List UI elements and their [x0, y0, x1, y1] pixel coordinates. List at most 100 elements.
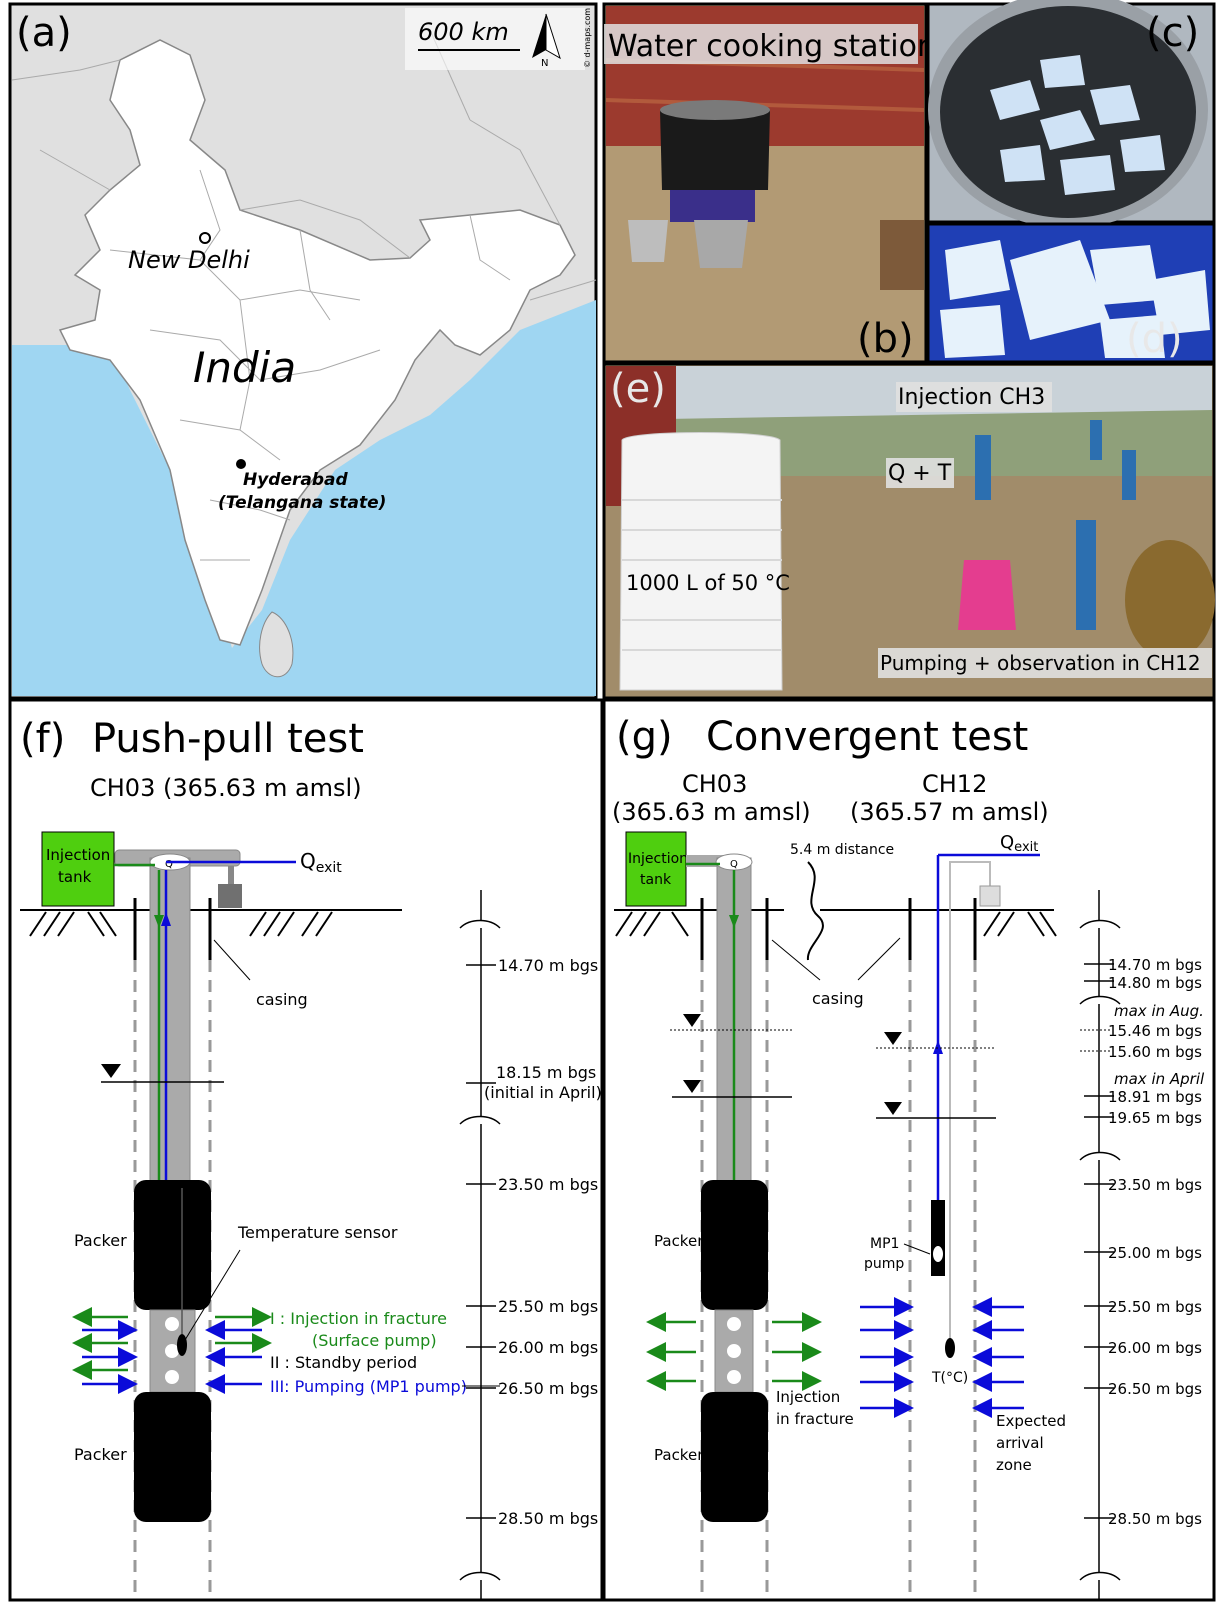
temperature-probe-icon: [945, 1338, 955, 1358]
depth-f-1: 18.15 m bgs: [496, 1063, 596, 1082]
depth-g-13: 28.50 m bgs: [1108, 1510, 1202, 1528]
depth-g-12: 26.50 m bgs: [1108, 1380, 1202, 1398]
map-credit: © d-maps.com: [583, 8, 592, 68]
panel-e-qt: Q + T: [888, 461, 952, 486]
depth-g-1: 14.80 m bgs: [1108, 974, 1202, 992]
panel-e-tank: 1000 L of 50 °C: [626, 571, 790, 595]
depth-f-2: (initial in April): [484, 1083, 602, 1102]
bucket-2: [694, 220, 748, 268]
panel-a-map: (a) 600 km N © d-maps.com New Delhi Indi…: [8, 2, 598, 700]
city-hyderabad: Hyderabad: [243, 470, 349, 490]
packer-bottom-g: [701, 1392, 768, 1522]
depth-g-8: 23.50 m bgs: [1108, 1176, 1202, 1194]
north-label: N: [541, 58, 548, 69]
panel-d-letter: (d): [1126, 316, 1183, 362]
expected-label-2: arrival: [996, 1434, 1044, 1452]
depth-g-2: max in Aug.: [1114, 1002, 1204, 1020]
legend-standby: II : Standby period: [270, 1353, 417, 1372]
bucket-1: [628, 220, 668, 262]
panel-f-letter: (f): [20, 716, 65, 762]
cooking-pot: [660, 110, 770, 190]
temperature-sensor-icon: [177, 1334, 187, 1356]
expected-label-1: Expected: [996, 1412, 1066, 1430]
tank-label-g1: Injection: [628, 851, 688, 867]
inner-pipe-f: [149, 857, 191, 1189]
tank-label-f2: tank: [58, 868, 92, 886]
mp1-label-1: MP1: [870, 1236, 899, 1252]
q-label-f: Q: [165, 859, 173, 870]
scale-box: [405, 8, 585, 70]
temp-sensor-label: Temperature sensor: [237, 1223, 398, 1242]
panel-g-well2: CH12: [922, 770, 987, 798]
packer-top-g: [701, 1180, 768, 1310]
qexit-g: Qexit: [1000, 832, 1038, 855]
panel-a-letter: (a): [16, 10, 72, 56]
panel-b-letter: (b): [857, 316, 914, 362]
panel-d-photo: (d): [926, 222, 1216, 364]
depth-f-6: 26.50 m bgs: [498, 1379, 598, 1398]
panel-e-pumping: Pumping + observation in CH12: [880, 651, 1201, 675]
panel-g-well1: CH03: [682, 770, 747, 798]
panel-f-diagram: (f) Push-pull test CH03 (365.63 m amsl) …: [8, 698, 604, 1602]
mp1-label-2: pump: [864, 1256, 904, 1272]
scale-label: 600 km: [418, 18, 509, 46]
panel-g-diagram: (g) Convergent test CH03 (365.63 m amsl)…: [602, 698, 1216, 1602]
mp1-pump-icon: [931, 1200, 945, 1276]
tc-label: T(°C): [931, 1370, 968, 1386]
tank-label-g2: tank: [640, 872, 672, 888]
packer-bottom-label-f: Packer: [74, 1445, 127, 1464]
city-new-delhi: New Delhi: [128, 246, 250, 274]
panel-g-well1-alt: (365.63 m amsl): [612, 798, 811, 826]
ice-blocks: [940, 240, 1210, 358]
panel-e-injection: Injection CH3: [898, 385, 1045, 410]
ice-in-pot: [990, 55, 1165, 195]
india-outline: [58, 39, 576, 646]
depth-f-0: 14.70 m bgs: [498, 956, 598, 975]
packer-top-f: [134, 1180, 211, 1310]
expected-label-3: zone: [996, 1456, 1032, 1474]
panel-g-letter: (g): [616, 714, 673, 760]
depth-f-7: 28.50 m bgs: [498, 1509, 598, 1528]
legend-surface-pump: (Surface pump): [312, 1331, 437, 1350]
distance-label: 5.4 m distance: [790, 842, 894, 858]
depth-g-6: 18.91 m bgs: [1108, 1088, 1202, 1106]
panel-e-photo: Injection CH3 Q + T 1000 L of 50 °C Pump…: [602, 362, 1216, 700]
sri-lanka-shape: [259, 611, 294, 678]
depth-g-0: 14.70 m bgs: [1108, 956, 1202, 974]
depth-f-3: 23.50 m bgs: [498, 1175, 598, 1194]
depth-g-11: 26.00 m bgs: [1108, 1339, 1202, 1357]
panel-e-letter: (e): [610, 366, 666, 412]
depth-g-5: max in April: [1114, 1070, 1205, 1088]
legend-injection: I : Injection in fracture: [270, 1309, 447, 1328]
depth-f-5: 26.00 m bgs: [498, 1338, 598, 1357]
depth-f-4: 25.50 m bgs: [498, 1297, 598, 1316]
casing-label-g: casing: [812, 989, 864, 1008]
q-label-g: Q: [730, 859, 738, 870]
panel-c-letter: (c): [1146, 10, 1199, 56]
injection-tank-g: [625, 831, 687, 907]
depth-g-4: 15.60 m bgs: [1108, 1043, 1202, 1061]
inj-label-2: in fracture: [776, 1410, 854, 1428]
casing-label-f: casing: [256, 990, 308, 1009]
legend-pumping: III: Pumping (MP1 pump): [270, 1377, 467, 1396]
city-hyderabad-state: (Telangana state): [218, 493, 386, 513]
sea-area: [12, 300, 596, 696]
panel-b-caption: Water cooking station: [608, 29, 936, 64]
depth-g-9: 25.00 m bgs: [1108, 1244, 1202, 1262]
injection-tank-f: [41, 831, 115, 907]
packer-bottom-f: [134, 1392, 211, 1522]
depth-g-3: 15.46 m bgs: [1108, 1022, 1202, 1040]
packer-top-label-g: Packer: [654, 1232, 704, 1250]
qexit-f: Qexit: [300, 849, 342, 876]
hyderabad-marker: [236, 459, 246, 469]
new-delhi-marker: [199, 232, 211, 244]
water-tank: [619, 432, 783, 691]
caption-box: [604, 24, 918, 64]
state-borders: [109, 169, 511, 561]
panel-c-photo: (c): [926, 0, 1216, 228]
packer-top-label-f: Packer: [74, 1231, 127, 1250]
panel-b-photo: Water cooking station (b): [602, 2, 936, 364]
panel-g-well2-alt: (365.57 m amsl): [850, 798, 1049, 826]
tank-label-f1: Injection: [46, 846, 110, 864]
